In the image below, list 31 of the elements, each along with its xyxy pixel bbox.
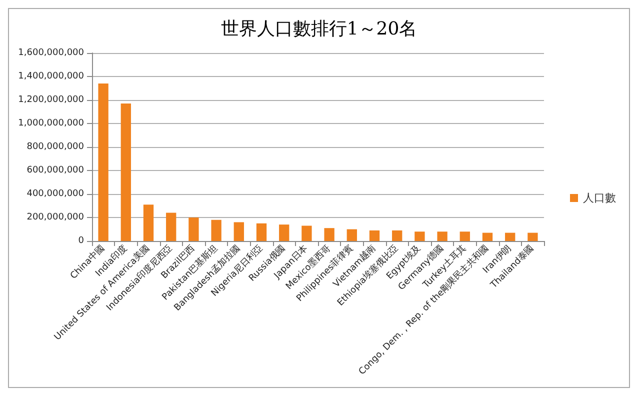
y-tick-label: 1,400,000,000 <box>18 72 84 82</box>
bar <box>437 232 448 241</box>
y-tick-label: 1,600,000,000 <box>18 48 84 58</box>
bar <box>120 104 131 241</box>
bar <box>414 232 425 241</box>
bar <box>392 230 402 241</box>
y-tick-label: 200,000,000 <box>26 212 84 222</box>
y-tick-label: 400,000,000 <box>26 189 84 199</box>
bar <box>234 222 244 241</box>
legend-label: 人口數 <box>583 192 616 204</box>
bar <box>460 232 470 241</box>
y-tick-label: 0 <box>78 236 84 246</box>
bar <box>528 232 538 241</box>
bar <box>188 218 199 241</box>
bar <box>211 220 222 241</box>
y-tick-label: 1,200,000,000 <box>18 95 84 105</box>
bar <box>143 204 154 241</box>
y-tick-label: 1,000,000,000 <box>18 118 84 128</box>
bar <box>324 228 334 241</box>
bar <box>256 223 267 241</box>
bar <box>505 232 516 241</box>
bar <box>346 229 357 241</box>
bar <box>482 232 493 241</box>
bar <box>98 84 108 241</box>
chart-title: 世界人口數排行1～20名 <box>220 18 418 40</box>
bar <box>302 226 312 241</box>
y-tick-label: 600,000,000 <box>26 166 84 176</box>
bar <box>369 230 380 241</box>
y-tick-label: 800,000,000 <box>26 142 84 152</box>
bar <box>166 212 176 241</box>
bar <box>279 224 290 241</box>
